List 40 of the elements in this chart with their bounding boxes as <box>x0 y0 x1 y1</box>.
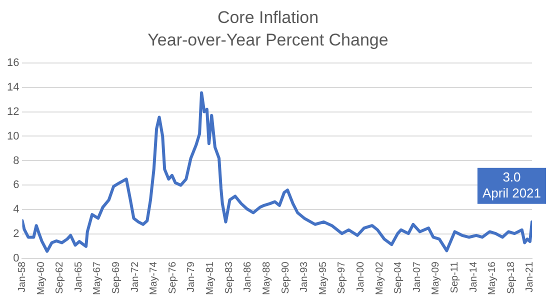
x-tick-label: May-81 <box>205 261 216 296</box>
x-tick-label: Sep-90 <box>280 261 292 294</box>
x-tick-label: Jan-21 <box>524 261 536 292</box>
x-tick-label: Jan-65 <box>73 261 84 292</box>
y-tick-label: 14 <box>6 81 20 94</box>
y-tick-label: 6 <box>13 179 20 192</box>
x-tick-label: Jan-07 <box>412 261 423 292</box>
x-tick-label: Jan-72 <box>130 261 141 292</box>
y-tick-label: 0 <box>13 252 20 265</box>
x-tick-label: May-95 <box>318 261 329 296</box>
x-tick-label: Sep-04 <box>393 261 404 294</box>
x-tick-label: Sep-69 <box>111 261 122 294</box>
y-tick-label: 10 <box>6 130 20 142</box>
y-tick-label: 16 <box>6 56 20 69</box>
x-tick-label: May-60 <box>36 261 47 296</box>
x-tick-label: Jan-58 <box>16 261 28 292</box>
x-tick-label: May-16 <box>487 261 498 296</box>
y-tick-label: 8 <box>13 154 20 167</box>
x-tick-label: Jan-86 <box>242 261 254 292</box>
y-tick-label: 12 <box>6 106 20 118</box>
x-tick-label: May-67 <box>92 261 104 296</box>
x-tick-label: Jan-00 <box>355 261 366 292</box>
chart-subtitle: Year-over-Year Percent Change <box>148 30 388 50</box>
x-tick-label: Jan-14 <box>468 261 480 292</box>
x-tick-label: Sep-83 <box>224 261 235 294</box>
x-tick-label: May-02 <box>374 261 386 296</box>
chart-title: Core Inflation <box>217 8 319 27</box>
x-tick-label: Jan-93 <box>299 261 310 292</box>
x-tick-label: Sep-62 <box>54 261 66 294</box>
annotation: 3.0 April 2021 <box>482 170 542 201</box>
x-tick-label: May-09 <box>430 261 442 296</box>
x-tick-label: Sep-76 <box>167 261 178 294</box>
x-tick-label: Sep-11 <box>450 261 461 294</box>
x-tick-label: May-88 <box>261 261 272 296</box>
x-tick-label: Sep-18 <box>506 261 517 294</box>
x-tick-label: Jan-79 <box>186 261 198 292</box>
x-tick-label: May-74 <box>148 261 160 296</box>
x-tick-label: Sep-97 <box>336 261 348 294</box>
y-tick-label: 2 <box>13 228 20 240</box>
y-tick-label: 4 <box>13 204 20 216</box>
